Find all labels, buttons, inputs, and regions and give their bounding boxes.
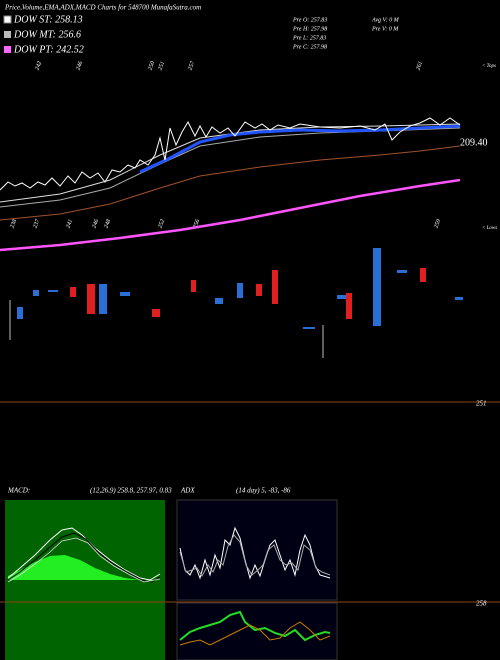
line-brown (0, 145, 461, 221)
low-label: 256 (193, 219, 202, 230)
adx-label: ADX (180, 487, 195, 495)
candle (303, 327, 315, 329)
legend-label: DOW ST: 258.13 (13, 14, 83, 25)
macd-line2 (7, 537, 161, 583)
info-label: Pre H: 257.98 (292, 26, 327, 32)
top-label: 242 (34, 60, 44, 71)
candle (191, 280, 196, 292)
signal-line (7, 532, 161, 583)
info-label: Pre L: 257.83 (292, 35, 326, 41)
candle (87, 284, 95, 314)
adx-line (179, 526, 331, 580)
di-bg (176, 602, 338, 660)
candle (33, 290, 39, 296)
di-plus (179, 610, 331, 642)
legend-label: DOW PT: 242.52 (13, 44, 84, 55)
candle (99, 284, 107, 314)
tops-label: < Tops (482, 64, 496, 69)
top-label: 261 (416, 61, 425, 72)
line-ema (139, 124, 461, 174)
top-labels: 242 246 250 251 257 261 (34, 60, 425, 71)
low-label: 252 (158, 219, 167, 230)
line-price (0, 117, 461, 191)
macd-label: MACD: (7, 487, 30, 495)
candle (455, 297, 463, 300)
candle (215, 298, 223, 304)
legend-swatch (4, 46, 11, 53)
low-label: 241 (65, 218, 75, 229)
macd-params: (12,26,9) 258.8, 257.97, 0.83 (90, 487, 172, 495)
title: Price,Volume,EMA,ADX,MACD Charts for 548… (4, 4, 201, 12)
candle (120, 292, 130, 296)
legend-swatch (4, 31, 11, 38)
line-gray1 (0, 127, 461, 208)
candle (272, 270, 278, 304)
candle (152, 309, 160, 317)
candle (70, 287, 76, 297)
candle (420, 268, 426, 282)
candle (48, 290, 58, 292)
legend-swatch (3, 15, 12, 24)
candle (237, 283, 243, 298)
line-pt (0, 178, 461, 252)
macd-hist (8, 555, 158, 582)
top-label: 251 (158, 61, 167, 72)
adx-panel (176, 499, 338, 601)
lows-label: < Lows (482, 226, 497, 231)
price-label: 209.40 (460, 137, 488, 148)
candle (256, 284, 262, 296)
info: Pre O: 257.83 Pre H: 257.98 Pre L: 257.8… (292, 17, 400, 50)
adx-bg (176, 499, 338, 601)
low-label: 246 (91, 218, 101, 229)
macd-panel (5, 500, 165, 660)
candle (397, 270, 407, 273)
adx-line2 (179, 534, 331, 577)
lower-label: 258 (476, 600, 487, 608)
legend-label: DOW MT: 256.6 (13, 29, 81, 40)
top-label: 257 (188, 60, 197, 71)
di-minus (179, 621, 331, 646)
candle (337, 295, 347, 299)
low-labels: 238 237 241 246 248 252 256 259 (10, 218, 443, 229)
info-label: Pre V: 0 M (371, 26, 399, 32)
low-label: 259 (434, 219, 443, 230)
info-label: Avg V: 0 M (371, 17, 400, 23)
low-label: 237 (33, 218, 42, 229)
adx-params: (14 day) 5, -83, -86 (236, 487, 291, 495)
top-label: 246 (75, 60, 85, 71)
low-label: 248 (103, 218, 113, 229)
legend: DOW ST: 258.13 DOW MT: 256.6 DOW PT: 242… (3, 14, 84, 55)
candle (17, 307, 23, 319)
low-label: 238 (10, 219, 19, 230)
level-label: 251 (476, 400, 487, 408)
info-label: Pre C: 257.98 (292, 44, 327, 50)
candle (373, 248, 381, 326)
price-lines (0, 117, 461, 252)
candles (9, 248, 463, 358)
info-label: Pre O: 257.83 (292, 17, 327, 23)
candle (346, 293, 352, 319)
macd-line (7, 527, 161, 581)
di-panel (176, 602, 338, 660)
top-label: 250 (148, 61, 157, 72)
